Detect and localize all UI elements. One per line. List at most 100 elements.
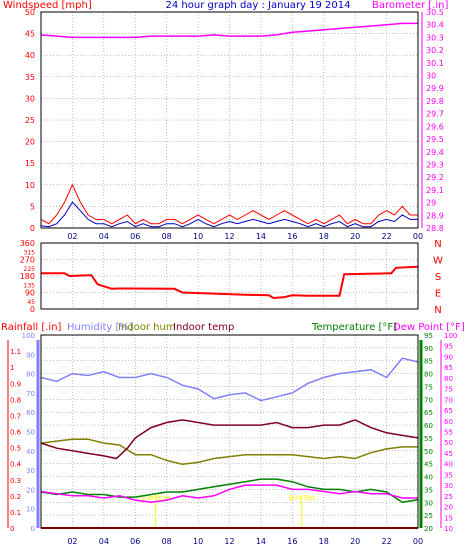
windspeed-tick-label: 15 — [25, 159, 35, 168]
humidity-tick-label: 70 — [26, 390, 35, 398]
direction-minor-degree-label: 315 — [24, 249, 36, 256]
temperature-tick-label: 20 — [424, 525, 433, 533]
temperature-tick-label: 95 — [424, 332, 433, 340]
rainfall-tick-label: 0.9 — [10, 380, 21, 388]
dew-point-tick-label: 40 — [444, 461, 453, 469]
barometer-tick-label: 29.7 — [426, 110, 444, 119]
humidity-tick-label: 30 — [26, 467, 35, 475]
dew-point-tick-label: 70 — [444, 396, 453, 404]
x-tick-label: 14 — [256, 232, 266, 241]
barometer-tick-label: 30.4 — [426, 21, 444, 30]
rainfall-tick-label: 0.7 — [10, 412, 21, 420]
barometer-tick-label: 28.9 — [426, 211, 444, 220]
temperature-tick-label: 35 — [424, 486, 433, 494]
windspeed-axis-title: Windspeed [mph] — [3, 0, 92, 11]
rainfall-tick-label: 0.8 — [10, 396, 21, 404]
barometer-axis-title: Barometer [.in] — [372, 0, 448, 11]
humidity-tick-label: 80 — [26, 371, 35, 379]
rainfall-tick-label: 1.1 — [10, 348, 21, 356]
x-tick-label: 10 — [193, 232, 203, 241]
x-tick-label: 18 — [319, 232, 329, 241]
wind-series — [40, 22, 418, 228]
x-tick-label: 22 — [381, 537, 391, 546]
x-tick-label: 18 — [319, 537, 329, 546]
dew-point-line — [40, 484, 418, 504]
dew-point-tick-label: 90 — [444, 353, 453, 361]
dew-point-tick-label: 85 — [444, 364, 453, 372]
humidity-tick-label: 10 — [26, 506, 35, 514]
compass-label: E — [435, 289, 441, 300]
barometer-line — [40, 22, 418, 39]
x-tick-label: 02 — [67, 232, 77, 241]
wind-average-line — [40, 201, 418, 228]
chart-title: 24 hour graph day : January 19 2014 — [166, 0, 351, 11]
x-tick-label: 20 — [350, 232, 360, 241]
temperature-tick-label: 40 — [424, 474, 433, 482]
compass-label: N — [434, 239, 441, 250]
x-tick-label: 22 — [381, 232, 391, 241]
dew-point-tick-label: 80 — [444, 375, 453, 383]
dew-point-tick-label: 50 — [444, 439, 453, 447]
dew-point-tick-label: 15 — [444, 514, 453, 522]
barometer-tick-labels: 28.8 28.9 29 29.1 29.2 29.3 29.4 29.5 29.6 29.7 29… — [421, 8, 444, 233]
indoor-temp-axis-title: Indoor temp — [173, 322, 234, 333]
dew-point-tick-label: 20 — [444, 504, 453, 512]
barometer-tick-label: 29.9 — [426, 84, 444, 93]
x-tick-label: 12 — [224, 537, 234, 546]
windspeed-tick-label: 20 — [25, 138, 35, 147]
compass-label: W — [433, 256, 443, 267]
windspeed-tick-label: 40 — [25, 51, 35, 60]
barometer-tick-label: 29.4 — [426, 148, 444, 157]
humidity-axis-title: Humidity [%] — [67, 322, 133, 333]
x-tick-label: 08 — [162, 232, 172, 241]
barometer-tick-label: 29.5 — [426, 135, 444, 144]
barometer-tick-label: 30.3 — [426, 33, 444, 42]
temperature-tick-label: 90 — [424, 345, 433, 353]
dew-point-tick-label: 75 — [444, 386, 453, 394]
dew-point-tick-label: 60 — [444, 418, 453, 426]
rainfall-tick-label: 0.5 — [10, 445, 21, 453]
rainfall-tick-label: 0.6 — [10, 429, 22, 437]
windspeed-tick-label: 35 — [25, 73, 35, 82]
dew-point-tick-label: 30 — [444, 482, 453, 490]
dew-point-tick-label: 95 — [444, 343, 453, 351]
x-tick-label: 10 — [193, 537, 203, 546]
direction-series — [41, 265, 419, 300]
temperature-tick-label: 50 — [424, 448, 433, 456]
temperature-tick-label: 30 — [424, 499, 433, 507]
humidity-tick-label: 0 — [31, 525, 35, 533]
indoor-hum-axis-title: Indoor hum — [118, 322, 176, 333]
humidity-tick-label: 100 — [22, 332, 35, 340]
compass-label: S — [435, 272, 441, 283]
wind-barometer-panel: 24 hour graph day : January 19 2014 Wind… — [3, 0, 448, 241]
rainfall-tick-label: 0 — [10, 525, 14, 533]
direction-degree-tick-labels: 0 90 180 270 360 45 135 225 315 — [20, 239, 35, 314]
dew-point-tick-label: 25 — [444, 493, 453, 501]
rainfall-tick-label: 0.2 — [10, 493, 21, 501]
temp-axis-bars — [7, 340, 442, 528]
x-tick-label: 06 — [130, 232, 140, 241]
direction-degree-label: 90 — [25, 289, 35, 298]
barometer-tick-label: 29.2 — [426, 173, 444, 182]
wind-frame — [40, 11, 419, 229]
barometer-tick-label: 29.8 — [426, 97, 444, 106]
temperature-tick-label: 75 — [424, 383, 433, 391]
direction-frame — [40, 242, 419, 310]
temperature-tick-label: 65 — [424, 409, 433, 417]
barometer-tick-label: 29.1 — [426, 186, 444, 195]
rainfall-axis-title: Rainfall [.in] — [1, 322, 62, 333]
humidity-tick-label: 40 — [26, 448, 35, 456]
temp-tick-labels: 0 0.1 0.2 0.3 0.4 0.5 0.6 0.7 0.8 0.9 1 1.1 0 10 20 30 4… — [10, 332, 457, 533]
x-tick-label: 06 — [130, 537, 140, 546]
barometer-tick-label: 30.2 — [426, 46, 444, 55]
windspeed-tick-label: 50 — [25, 8, 35, 17]
windspeed-tick-labels: 0 5 10 15 20 25 30 35 40 45 50 — [25, 8, 35, 233]
compass-label: N — [434, 305, 441, 316]
windspeed-tick-label: 5 — [30, 202, 35, 211]
windspeed-tick-label: 10 — [25, 181, 35, 190]
sun-markers: Sun Rise Sun Set — [141, 494, 316, 528]
windspeed-tick-label: 0 — [30, 224, 35, 233]
